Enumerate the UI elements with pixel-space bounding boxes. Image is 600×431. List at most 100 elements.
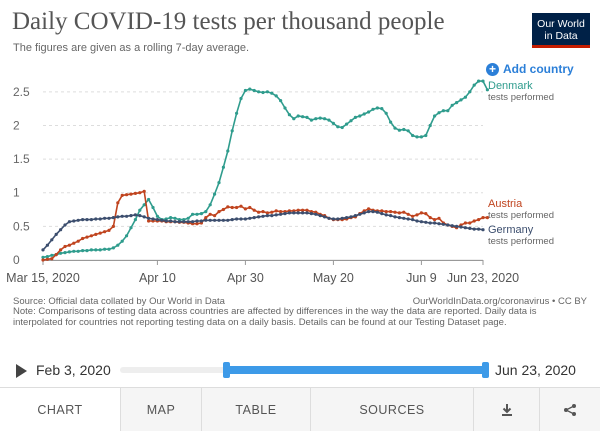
plus-circle-icon: +: [486, 62, 499, 76]
data-point: [155, 214, 159, 218]
data-point: [415, 135, 419, 139]
logo-line-2: in Data: [544, 30, 578, 42]
data-point: [67, 220, 71, 224]
data-point: [208, 203, 212, 207]
line-chart[interactable]: 0 0.5 1 1.5 2 2.5 Mar 15, 2020 Apr 10 Apr 30 May…: [0, 0, 600, 300]
data-point: [195, 212, 199, 216]
timeline-start-handle[interactable]: [223, 362, 231, 378]
data-point: [133, 218, 137, 222]
data-point: [230, 218, 234, 222]
tab-table[interactable]: TABLE: [202, 388, 311, 431]
add-country-button[interactable]: + Add country: [486, 62, 574, 76]
data-point: [345, 216, 349, 220]
data-point: [411, 218, 415, 222]
y-tick-label: 0: [13, 253, 20, 267]
data-point: [72, 219, 76, 223]
data-point: [107, 247, 111, 251]
tab-download[interactable]: [474, 388, 540, 431]
data-point: [441, 222, 445, 226]
data-point: [129, 214, 133, 218]
data-point: [274, 94, 278, 98]
data-point: [59, 228, 63, 232]
chart-gridlines: [43, 91, 483, 261]
tab-sources[interactable]: SOURCES: [311, 388, 474, 431]
timeline-end-handle[interactable]: [482, 362, 489, 378]
data-point: [274, 213, 278, 217]
tab-chart[interactable]: CHART: [0, 388, 121, 431]
data-point: [305, 208, 309, 212]
data-point: [59, 251, 63, 255]
source-text: Source: Official data collated by Our Wo…: [13, 296, 225, 307]
data-point: [243, 217, 247, 221]
tab-map[interactable]: MAP: [121, 388, 202, 431]
data-point: [107, 228, 111, 232]
play-icon[interactable]: [16, 364, 27, 378]
data-point: [367, 207, 371, 211]
data-point: [147, 197, 151, 202]
data-point: [402, 210, 406, 214]
data-point: [243, 88, 247, 93]
data-point: [397, 211, 401, 215]
data-point: [186, 220, 190, 224]
timeline-selected-range[interactable]: [226, 366, 486, 374]
data-point: [437, 222, 441, 226]
data-point: [138, 214, 142, 218]
data-point: [301, 211, 305, 215]
data-point: [477, 218, 481, 222]
data-point: [459, 225, 463, 229]
data-point: [221, 165, 225, 169]
data-point: [345, 122, 349, 126]
data-point: [477, 227, 481, 231]
owid-logo[interactable]: Our World in Data: [532, 13, 590, 48]
data-point: [125, 193, 129, 197]
data-point: [389, 214, 393, 218]
series-denmark[interactable]: [41, 79, 489, 259]
y-tick-label: 2.5: [13, 85, 30, 99]
site-link[interactable]: OurWorldInData.org/coronavirus • CC BY: [412, 296, 587, 307]
data-point: [111, 216, 115, 220]
data-point: [252, 208, 256, 212]
data-point: [485, 88, 489, 92]
series-label-denmark: Denmark: [488, 80, 533, 92]
data-point: [353, 115, 357, 119]
data-point: [239, 217, 243, 221]
data-point: [173, 216, 177, 220]
data-point: [279, 99, 283, 103]
data-point: [397, 128, 401, 132]
data-point: [270, 210, 274, 214]
data-point: [305, 211, 309, 215]
tab-share[interactable]: [540, 388, 600, 431]
data-point: [230, 205, 234, 210]
data-point: [384, 111, 388, 115]
data-point: [252, 88, 256, 93]
x-tick-label: May 20: [313, 271, 354, 285]
data-point: [393, 215, 397, 219]
data-point: [142, 215, 146, 219]
data-point: [406, 212, 410, 216]
data-point: [402, 216, 406, 220]
data-point: [67, 250, 71, 254]
data-point: [98, 217, 102, 221]
data-point: [81, 249, 85, 253]
data-point: [261, 214, 265, 218]
x-tick-label: Mar 15, 2020: [6, 271, 80, 285]
y-tick-label: 1.5: [13, 152, 30, 166]
data-point: [437, 111, 441, 115]
data-point: [116, 215, 120, 219]
data-point: [380, 209, 384, 213]
data-point: [287, 211, 291, 215]
data-point: [142, 203, 146, 207]
series-germany[interactable]: [41, 210, 485, 252]
data-point: [433, 218, 437, 222]
data-point: [323, 215, 327, 219]
data-point: [358, 114, 362, 118]
data-point: [107, 216, 111, 220]
data-point: [371, 210, 375, 214]
data-point: [455, 101, 459, 105]
data-point: [296, 211, 300, 215]
series-austria[interactable]: [41, 189, 489, 262]
data-point: [147, 216, 151, 220]
data-point: [340, 125, 344, 130]
data-point: [305, 115, 309, 119]
data-point: [314, 117, 318, 121]
